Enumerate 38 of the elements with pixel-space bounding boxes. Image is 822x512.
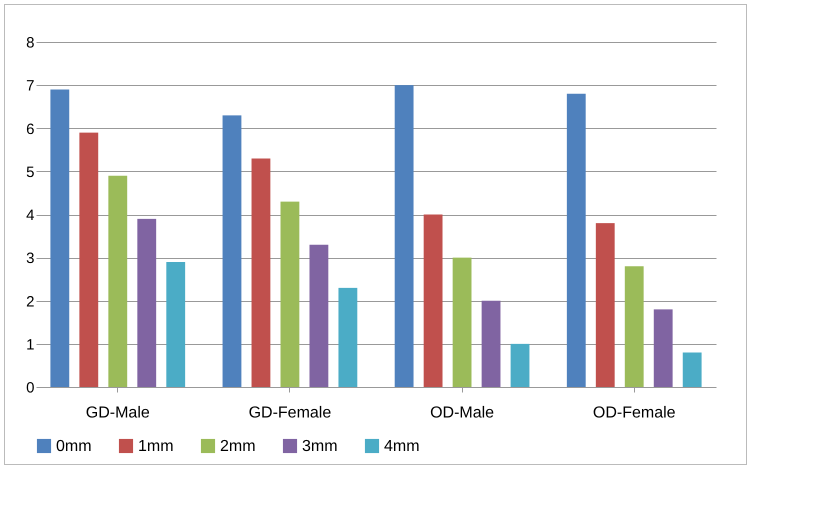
bar: [566, 94, 586, 387]
legend-label: 1mm: [138, 438, 174, 455]
bar: [222, 115, 242, 387]
bar: [394, 85, 414, 387]
bar: [682, 352, 702, 387]
bar: [166, 262, 186, 387]
legend-label: 2mm: [220, 438, 256, 455]
bar: [482, 300, 500, 387]
x-tick-label: GD-Female: [248, 404, 332, 422]
bar: [50, 89, 70, 387]
x-tick-label: OD-Male: [430, 404, 494, 422]
y-tick-label: 0: [26, 380, 34, 396]
bar: [338, 288, 358, 387]
y-tick-label: 5: [26, 164, 34, 181]
y-tick-label: 6: [26, 120, 34, 138]
bar: [424, 214, 443, 387]
bar: [137, 218, 156, 387]
y-tick-label: 2: [26, 293, 34, 310]
x-tick-label: GD-Male: [86, 404, 150, 422]
bar: [510, 344, 530, 387]
legend-label: 0mm: [56, 438, 92, 455]
bar: [108, 176, 128, 387]
bar: [280, 202, 300, 387]
y-tick-label: 7: [26, 78, 34, 95]
bar: [309, 244, 328, 387]
x-tick-label: OD-Female: [592, 404, 676, 422]
legend-label: 3mm: [302, 438, 338, 455]
legend-label: 4mm: [384, 438, 420, 455]
bar: [452, 258, 472, 387]
y-tick-label: 1: [26, 336, 34, 354]
bar: [596, 223, 615, 387]
y-tick-label: 3: [26, 250, 34, 268]
bar: [624, 266, 644, 387]
bar: [654, 309, 673, 387]
bar: [252, 158, 270, 387]
y-tick-label: 8: [26, 34, 34, 52]
bar: [79, 132, 98, 387]
y-tick-label: 4: [26, 207, 34, 224]
